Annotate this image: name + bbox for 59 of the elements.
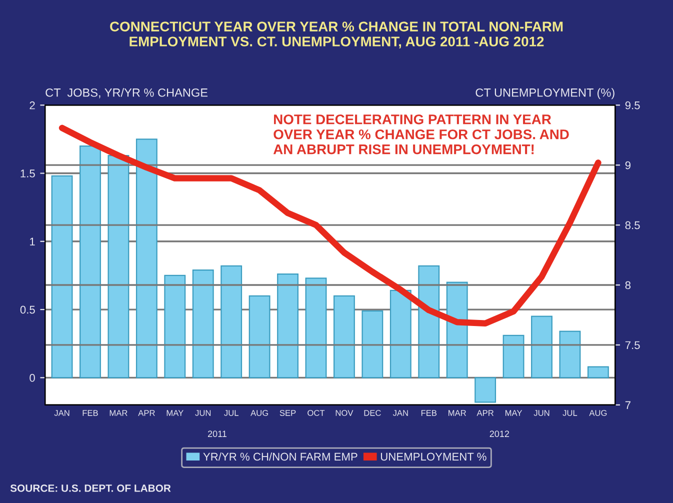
- bar: [559, 330, 581, 378]
- bar: [390, 290, 412, 378]
- x-tick-label: APR: [476, 410, 494, 416]
- x-tick-label: JUN: [534, 410, 550, 416]
- y2-axis-title: CT UNEMPLOYMENT (%): [476, 88, 614, 100]
- y2-tick-label: 7.5: [625, 341, 640, 350]
- x-tick-label: FEB: [421, 410, 437, 416]
- x-tick-label: AUG: [589, 410, 607, 416]
- bar: [220, 265, 242, 378]
- bar: [136, 138, 158, 378]
- y2-tick-label: 9.5: [625, 101, 640, 110]
- x-tick-label: JUN: [195, 410, 211, 416]
- source-note: SOURCE: U.S. DEPT. OF LABOR: [10, 484, 171, 492]
- x-tick-label: MAR: [448, 410, 466, 416]
- bar: [305, 278, 327, 378]
- bar: [108, 154, 130, 378]
- legend-label: UNEMPLOYMENT %: [380, 452, 486, 461]
- bar: [531, 316, 552, 378]
- x-tick-label: JUL: [562, 410, 578, 416]
- y-tick-label: 0.5: [20, 306, 35, 314]
- bar: [248, 295, 270, 378]
- chart-title: CONNECTICUT YEAR OVER YEAR % CHANGE IN TOTAL NON-FARM EMPLOYMENT VS. CT. UNEMPLOYMENT, AUG 2011 -AUG 2012: [110, 22, 563, 48]
- x-tick-label: MAY: [166, 410, 184, 416]
- x-tick-label: NOV: [336, 410, 354, 416]
- bar: [192, 269, 214, 378]
- text: 2012: [490, 430, 510, 438]
- bar: [164, 274, 186, 378]
- bar: [51, 175, 73, 378]
- y2-tick-label: 8: [625, 281, 631, 290]
- bar: [474, 377, 496, 403]
- bar: [418, 265, 440, 378]
- y2-tick-label: 7: [625, 401, 630, 409]
- x-tick-label: JAN: [54, 410, 70, 416]
- y-tick-label: 1: [30, 238, 35, 246]
- x-tick-label: AUG: [250, 410, 268, 416]
- x-tick-label: MAR: [110, 410, 128, 416]
- y-tick-label: 1.5: [20, 170, 35, 178]
- y-axis-title: CT JOBS, YR/YR % CHANGE: [46, 88, 208, 98]
- legend-label: YR/YR % CH/NON FARM EMP: [203, 452, 358, 461]
- text: 2011: [208, 430, 226, 438]
- x-tick-label: DEC: [364, 410, 381, 416]
- x-tick-label: JUL: [224, 410, 238, 416]
- x-tick-label: OCT: [308, 410, 325, 416]
- bar: [334, 295, 355, 378]
- y2-tick-label: 9: [625, 161, 630, 170]
- bar: [587, 366, 609, 378]
- x-tick-label: MAY: [505, 410, 522, 416]
- x-tick-label: FEB: [82, 410, 98, 416]
- x-tick-label: SEP: [280, 410, 296, 416]
- x-tick-label: APR: [138, 410, 155, 416]
- bar: [502, 334, 524, 378]
- x-tick-label: JAN: [392, 410, 408, 416]
- bar: [80, 145, 101, 378]
- bar: [362, 310, 384, 378]
- bar: [277, 274, 298, 378]
- y2-tick-label: 8.5: [625, 221, 640, 230]
- y-tick-label: 2: [30, 101, 35, 110]
- annotation: NOTE DECELERATING PATTERN IN YEAR OVER YEAR % CHANGE FOR CT JOBS. AND AN ABRUPT RISE IN UNEMPLOYMENT!: [273, 114, 569, 154]
- y-tick-label: 0: [30, 374, 35, 382]
